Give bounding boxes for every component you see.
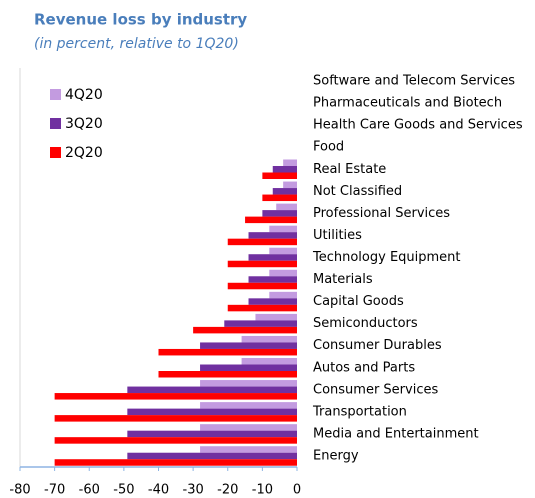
bar	[158, 348, 297, 356]
y-tick-label: Health Care Goods and Services	[313, 118, 523, 133]
legend-swatch	[50, 147, 61, 158]
chart-subtitle: (in percent, relative to 1Q20)	[34, 36, 239, 52]
legend-swatch	[50, 118, 61, 129]
x-tick-label: -80	[9, 483, 30, 498]
y-tick-label: Software and Telecom Services	[313, 74, 515, 89]
legend-swatch	[50, 89, 61, 100]
y-tick-label: Transportation	[312, 404, 407, 419]
bar	[262, 210, 297, 217]
x-tick-label: -40	[148, 483, 169, 498]
y-tick-label: Pharmaceuticals and Biotech	[313, 96, 502, 111]
bar	[248, 254, 297, 261]
x-tick-label: 0	[293, 483, 301, 498]
x-tick-label: -70	[44, 483, 65, 498]
bar	[269, 269, 297, 277]
y-tick-label: Autos and Parts	[313, 360, 415, 375]
bar	[262, 172, 297, 179]
bar	[227, 304, 297, 312]
y-tick-label: Consumer Services	[313, 382, 438, 397]
y-tick-label: Energy	[313, 448, 359, 463]
bar	[200, 380, 297, 387]
legend-label: 4Q20	[65, 87, 103, 103]
bar	[283, 181, 297, 189]
bar	[158, 371, 297, 378]
y-tick-label: Semiconductors	[313, 316, 418, 331]
bar	[269, 225, 297, 233]
bar	[227, 282, 297, 290]
y-tick-label: Consumer Durables	[313, 338, 442, 353]
y-tick-label: Not Classified	[313, 184, 402, 199]
bar	[127, 408, 298, 416]
bar	[200, 446, 297, 453]
chart-title: Revenue loss by industry	[34, 11, 247, 29]
y-tick-label: Media and Entertainment	[313, 426, 479, 441]
y-tick-label: Utilities	[313, 228, 362, 243]
bar	[255, 313, 297, 321]
y-tick-label: Capital Goods	[313, 294, 404, 309]
bar	[193, 326, 297, 334]
bar	[241, 335, 297, 343]
y-tick-label: Real Estate	[313, 162, 386, 177]
bar	[127, 430, 298, 438]
bar	[227, 260, 297, 268]
x-tick-label: -10	[252, 483, 273, 498]
y-tick-label: Materials	[313, 272, 373, 287]
bar	[269, 247, 297, 255]
bar	[54, 437, 297, 444]
bar	[54, 459, 297, 466]
bar	[227, 238, 297, 246]
bar	[224, 320, 297, 327]
bar	[248, 276, 297, 283]
x-tick-label: -60	[79, 483, 100, 498]
bar	[245, 216, 297, 224]
x-tick-label: -30	[183, 483, 204, 498]
bar	[262, 194, 297, 202]
legend-label: 3Q20	[65, 116, 103, 132]
bar	[127, 386, 298, 394]
y-tick-label: Professional Services	[313, 206, 450, 221]
bar	[283, 159, 297, 166]
x-tick-label: -50	[113, 483, 134, 498]
bar	[248, 232, 297, 239]
bar	[269, 291, 297, 299]
bar	[127, 452, 298, 460]
bar	[276, 203, 297, 211]
bar	[200, 424, 297, 431]
bar	[241, 358, 297, 365]
y-tick-label: Food	[313, 140, 344, 155]
x-tick-label: -20	[217, 483, 238, 498]
bar	[272, 188, 297, 195]
bar	[54, 393, 297, 400]
bar	[200, 402, 297, 409]
legend-label: 2Q20	[65, 145, 103, 161]
bar	[200, 342, 297, 349]
bar	[248, 298, 297, 305]
y-tick-label: Technology Equipment	[312, 250, 461, 265]
bar	[272, 166, 297, 173]
bar	[54, 415, 297, 422]
bar	[200, 364, 297, 371]
